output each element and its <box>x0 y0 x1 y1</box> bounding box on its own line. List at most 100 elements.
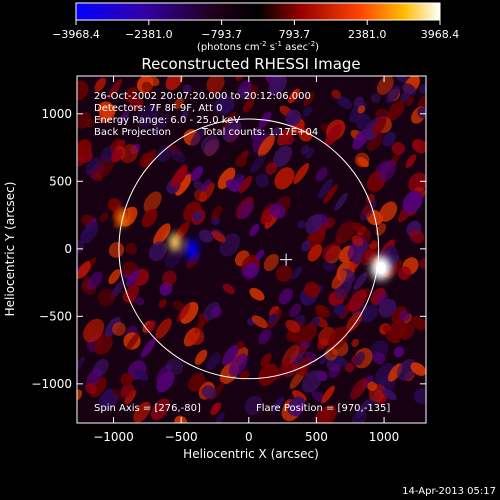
fringe-blob <box>381 388 397 401</box>
fringe-blob <box>273 145 293 168</box>
fringe-blob <box>324 124 342 146</box>
fringe-blob <box>288 88 300 104</box>
colorbar-tick-label: 3968.4 <box>421 28 460 41</box>
fringe-blob <box>210 306 222 318</box>
y-axis-label: Heliocentric Y (arcsec) <box>3 182 17 317</box>
fringe-blob <box>402 190 423 214</box>
fringe-blob <box>145 320 156 333</box>
fringe-blob <box>344 362 355 373</box>
fringe-blob <box>301 240 312 252</box>
chart-title: Reconstructed RHESSI Image <box>141 55 360 73</box>
fringe-blob <box>108 269 121 285</box>
fringe-blob <box>221 111 237 131</box>
fringe-blob <box>387 100 405 121</box>
fringe-blob <box>269 203 286 219</box>
fringe-blob <box>305 214 323 234</box>
fringe-blob <box>190 127 206 147</box>
fringe-blob <box>193 180 205 191</box>
fringe-blob <box>141 208 158 228</box>
fringe-blob <box>304 351 318 363</box>
info-method: Back Projection <box>94 127 171 138</box>
fringe-blob <box>289 303 302 318</box>
fringe-blob <box>274 358 291 380</box>
fringe-blob <box>263 253 279 272</box>
fringe-blob <box>417 107 426 120</box>
fringe-blob <box>278 130 294 146</box>
fringe-blob <box>173 97 184 110</box>
colorbar <box>75 2 441 21</box>
fringe-blob <box>367 381 378 392</box>
fringe-blob <box>192 211 203 222</box>
colorbar-tick-label: −3968.4 <box>52 28 100 41</box>
fringe-blob <box>275 264 293 282</box>
fringe-blob <box>119 144 138 164</box>
fringe-blob <box>401 83 417 96</box>
fringe-blob <box>153 223 171 246</box>
fringe-blob <box>376 76 394 95</box>
fringe-blob <box>363 249 375 261</box>
fringe-blob <box>222 119 242 142</box>
fringe-blob <box>352 222 366 234</box>
fringe-blob <box>351 235 364 247</box>
fringe-blob <box>137 104 159 128</box>
fringe-blob <box>149 76 160 87</box>
fringe-blob <box>112 322 126 336</box>
y-tick-label: 0 <box>64 242 72 256</box>
fringe-blob <box>324 347 338 361</box>
fringe-blob <box>124 86 138 102</box>
fringe-blob <box>151 398 170 421</box>
fringe-blob <box>397 266 412 280</box>
fringe-blob <box>265 161 278 175</box>
bright-spot <box>169 233 181 251</box>
fringe-blob <box>255 173 270 188</box>
fringe-blob <box>362 205 372 216</box>
fringe-blob <box>334 355 348 367</box>
fringe-blob <box>238 87 253 100</box>
fringe-blob <box>378 160 397 182</box>
fringe-blob <box>165 358 184 376</box>
solar-limb-circle <box>118 118 380 380</box>
fringe-blob <box>119 110 130 124</box>
fringe-blob <box>175 174 192 196</box>
fringe-blob <box>353 351 366 366</box>
fringe-blob <box>125 332 140 351</box>
fringe-blob <box>120 372 134 387</box>
fringe-blob <box>238 175 253 194</box>
fringe-blob <box>399 310 410 322</box>
fringe-blob <box>77 261 91 279</box>
x-axis: −1000 −500 0 500 1000 <box>93 76 399 444</box>
fringe-blob <box>285 319 301 333</box>
fringe-blob <box>120 383 135 399</box>
colorbar-ticks <box>75 20 441 25</box>
fringe-blob <box>288 332 302 344</box>
info-energy-range: Energy Range: 6.0 - 25.0 keV <box>94 115 240 126</box>
fringe-blob <box>379 201 398 222</box>
fringe-blob <box>350 378 368 400</box>
fringe-blob <box>317 404 337 423</box>
fringe-blob <box>249 223 260 237</box>
fringe-blob <box>201 135 220 155</box>
fringe-blob <box>83 318 105 343</box>
fringe-blob <box>216 94 235 114</box>
fringe-blob <box>357 157 369 168</box>
fringe-blob <box>418 258 426 270</box>
y-tick-label: 1000 <box>41 107 72 121</box>
fringe-blob <box>258 363 279 386</box>
fringe-blob <box>300 144 310 155</box>
fringe-blob <box>108 242 125 258</box>
colorbar-tick-label: −2381.0 <box>125 28 173 41</box>
fringe-blob <box>293 403 305 417</box>
fringe-blob <box>244 395 264 416</box>
fringe-blob <box>143 191 162 213</box>
fringe-blob <box>107 198 122 212</box>
fringe-blob <box>337 96 353 109</box>
x-tick-label: −1000 <box>93 430 134 444</box>
fringe-blob <box>80 222 99 244</box>
y-tick-label: 500 <box>49 174 72 188</box>
fringe-blob <box>86 368 102 387</box>
fringe-blob <box>391 141 405 155</box>
fringe-blob <box>268 76 287 96</box>
fringe-blob <box>170 167 188 188</box>
fringe-blob <box>98 101 115 118</box>
colorbar-tick-label: 793.7 <box>279 28 311 41</box>
